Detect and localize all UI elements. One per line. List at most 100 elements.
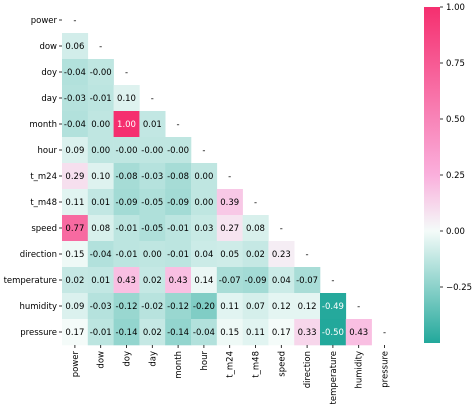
- cell-value-label: -0.08: [116, 172, 138, 182]
- heatmap-cell-day-dow: [87, 85, 114, 112]
- cell-value-label: -0.00: [167, 146, 189, 156]
- cell-value-label: 0.43: [349, 328, 368, 338]
- cell-value-label: 0.08: [91, 224, 110, 234]
- colorbar-tick-label: 0.25: [446, 171, 465, 181]
- heatmap-cell-hour-doy: [113, 137, 140, 164]
- cell-value-label: -0.01: [90, 94, 112, 104]
- heatmap-cell-humidity-month: [165, 293, 192, 320]
- cell-value-label: -: [254, 198, 257, 208]
- cell-value-label: 0.14: [194, 276, 213, 286]
- colorbar-tick-label: 1.00: [446, 3, 465, 13]
- cell-value-label: -0.00: [116, 146, 138, 156]
- x-tick-label-dow: dow: [97, 351, 107, 369]
- cell-value-label: -0.09: [116, 198, 138, 208]
- cell-value-label: 0.39: [220, 198, 239, 208]
- cell-value-label: -0.01: [167, 224, 189, 234]
- cell-value-label: -0.01: [116, 224, 138, 234]
- heatmap-cell-humidity-t_m24: [216, 293, 243, 320]
- cell-value-label: -0.12: [116, 302, 138, 312]
- cell-value-label: 0.11: [246, 328, 265, 338]
- cell-value-label: 0.09: [65, 302, 84, 312]
- y-tick-label-humidity: humidity: [19, 302, 57, 312]
- y-tick-label-hour: hour: [38, 146, 58, 156]
- heatmap-cell-pressure-t_m48: [242, 319, 269, 346]
- cell-value-label: -0.01: [90, 328, 112, 338]
- cell-value-label: -0.09: [245, 276, 267, 286]
- heatmap-cell-month-day: [139, 111, 166, 138]
- heatmap-cell-t_m24-doy: [113, 163, 140, 190]
- cell-value-label: -: [357, 302, 360, 312]
- heatmap-cell-speed-dow: [87, 215, 114, 242]
- heatmap-cell-temperature-hour: [191, 267, 218, 294]
- y-tick-label-speed: speed: [31, 224, 57, 234]
- cell-value-label: -: [125, 68, 128, 78]
- colorbar: [424, 7, 440, 343]
- cell-value-label: -: [177, 120, 180, 130]
- x-tick-label-power: power: [71, 351, 81, 378]
- cell-value-label: 0.00: [91, 146, 110, 156]
- x-axis-tick-labels: power dow doy day month hour t_m24 t_m48 speed di…: [71, 345, 391, 404]
- heatmap-cell-humidity-power: [62, 293, 89, 320]
- cell-value-label: 0.17: [65, 328, 84, 338]
- heatmap-cell-pressure-month: [165, 319, 192, 346]
- heatmap-cell-pressure-hour: [191, 319, 218, 346]
- cell-value-label: -0.04: [64, 68, 86, 78]
- heatmap-cell-humidity-t_m48: [242, 293, 269, 320]
- heatmap-cell-t_m48-dow: [87, 189, 114, 216]
- cell-value-label: 0.11: [220, 302, 239, 312]
- x-tick-label-doy: doy: [123, 351, 133, 367]
- heatmap-cell-t_m48-day: [139, 189, 166, 216]
- heatmap-cell-t_m48-power: [62, 189, 89, 216]
- cell-value-label: 0.43: [117, 276, 136, 286]
- heatmap-cell-humidity-hour: [191, 293, 218, 320]
- cell-value-label: 0.00: [143, 250, 162, 260]
- cell-value-label: 0.15: [65, 250, 84, 260]
- cell-value-label: 0.10: [91, 172, 110, 182]
- cell-value-label: -: [73, 16, 76, 26]
- heatmap-cell-direction-month: [165, 241, 192, 268]
- x-tick-label-humidity: humidity: [355, 351, 365, 389]
- cell-value-label: 0.09: [65, 146, 84, 156]
- cell-value-label: -0.03: [141, 172, 163, 182]
- heatmap-cell-day-power: [62, 85, 89, 112]
- heatmap-cell-hour-month: [165, 137, 192, 164]
- x-tick-label-hour: hour: [200, 351, 210, 371]
- heatmap-cell-temperature-power: [62, 267, 89, 294]
- colorbar-tick-label: −0.25: [446, 283, 472, 293]
- cell-value-label: 0.01: [91, 198, 110, 208]
- y-tick-label-pressure: pressure: [20, 328, 57, 338]
- heatmap-cell-humidity-direction: [294, 293, 321, 320]
- cell-value-label: 0.11: [65, 198, 84, 208]
- heatmap-cell-t_m24-dow: [87, 163, 114, 190]
- x-tick-label-speed: speed: [277, 351, 287, 377]
- heatmap-cell-direction-doy: [113, 241, 140, 268]
- heatmap-cell-t_m24-month: [165, 163, 192, 190]
- heatmap-cell-direction-t_m24: [216, 241, 243, 268]
- heatmap-cell-t_m48-doy: [113, 189, 140, 216]
- cell-value-label: 0.43: [169, 276, 188, 286]
- cell-value-label: -: [228, 172, 231, 182]
- cell-value-label: -0.04: [193, 328, 215, 338]
- y-tick-label-dow: dow: [39, 42, 57, 52]
- x-tick-label-month: month: [174, 351, 184, 379]
- cell-value-label: 1.00: [117, 120, 136, 130]
- cell-value-label: -0.09: [167, 198, 189, 208]
- cell-value-label: -0.01: [167, 250, 189, 260]
- cell-value-label: -0.04: [64, 120, 86, 130]
- heatmap-cell-pressure-temperature: [320, 319, 347, 346]
- heatmap-cell-t_m24-power: [62, 163, 89, 190]
- heatmap-cell-t_m24-day: [139, 163, 166, 190]
- heatmap-cell-temperature-t_m24: [216, 267, 243, 294]
- cell-value-label: -0.49: [322, 302, 344, 312]
- heatmap-cell-doy-dow: [87, 59, 114, 86]
- heatmap-cell-humidity-speed: [268, 293, 295, 320]
- cell-value-label: 0.00: [194, 172, 213, 182]
- heatmap-cell-t_m24-hour: [191, 163, 218, 190]
- cell-value-label: 0.07: [246, 302, 265, 312]
- cell-value-label: -0.07: [219, 276, 241, 286]
- cell-value-label: 0.02: [143, 276, 162, 286]
- heatmap-cell-hour-power: [62, 137, 89, 164]
- cell-value-label: 0.04: [194, 250, 213, 260]
- heatmap-cell-pressure-power: [62, 319, 89, 346]
- heatmap-cell-pressure-doy: [113, 319, 140, 346]
